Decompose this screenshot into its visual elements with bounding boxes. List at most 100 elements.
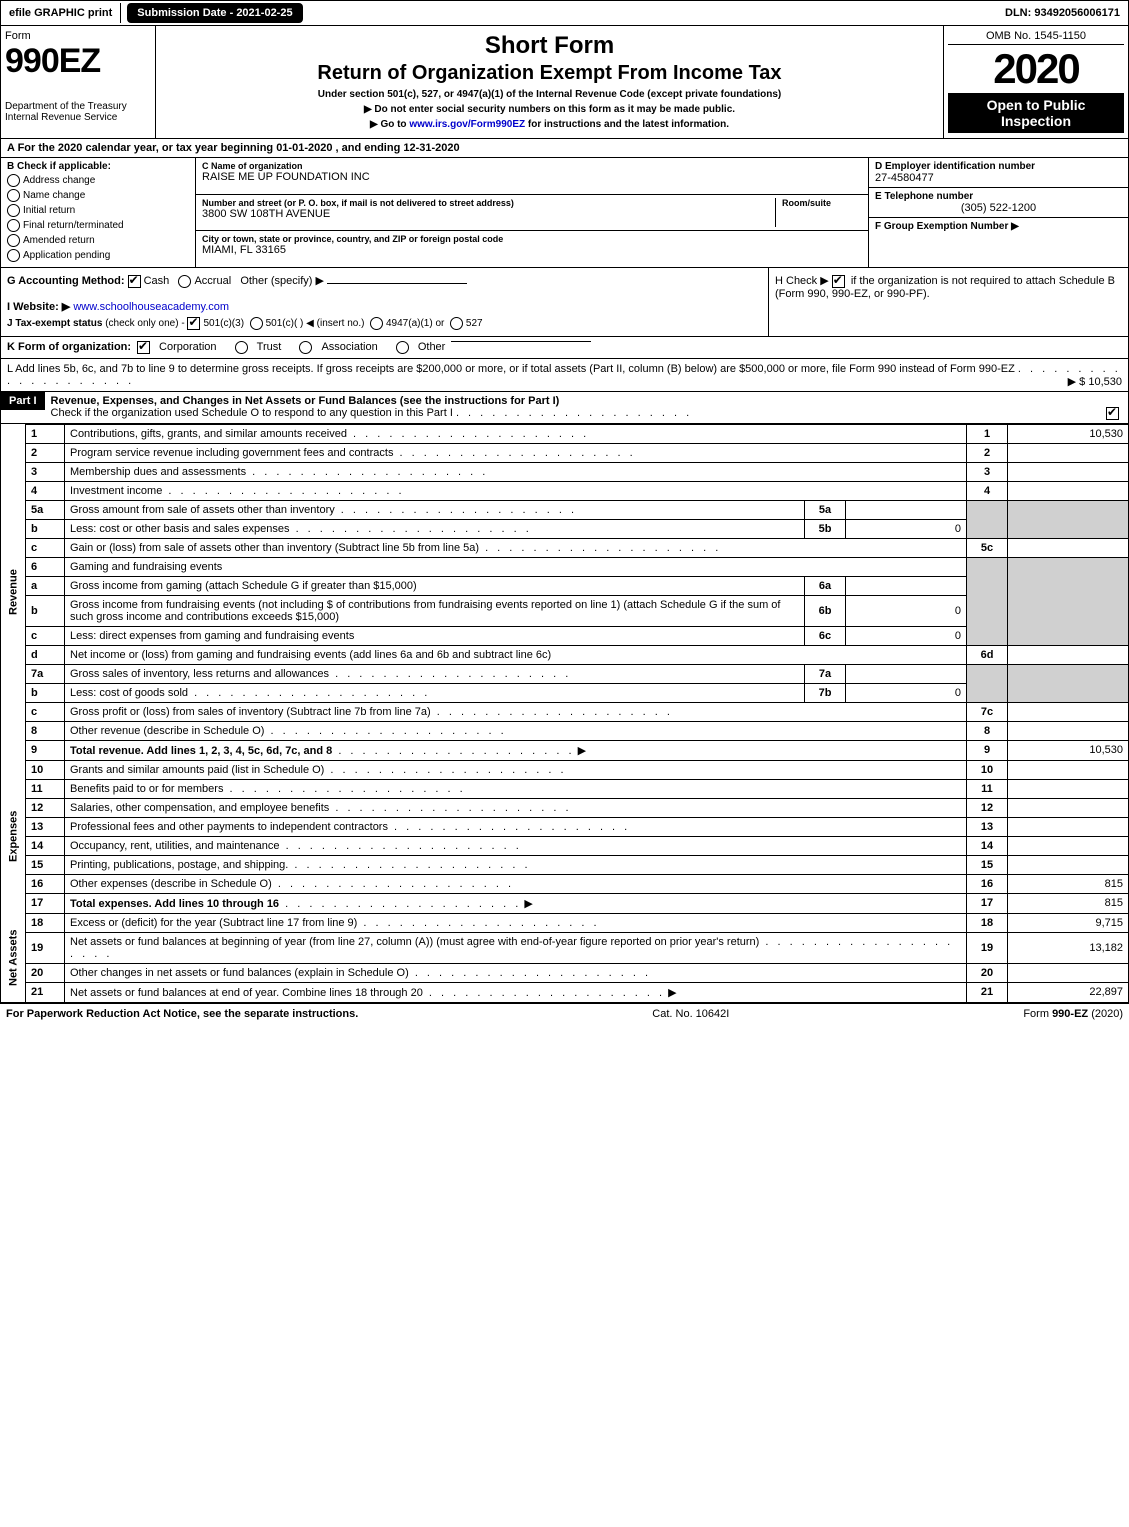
l17-val: 815	[1008, 893, 1129, 913]
chk-accrual[interactable]	[178, 275, 191, 288]
l12-val	[1008, 798, 1129, 817]
chk-final-return[interactable]: Final return/terminated	[7, 219, 189, 232]
l3-val	[1008, 462, 1129, 481]
phone-row: E Telephone number (305) 522-1200	[869, 188, 1128, 218]
g-h-row: G Accounting Method: Cash Accrual Other …	[0, 268, 1129, 337]
l9-val: 10,530	[1008, 740, 1129, 760]
footer-left: For Paperwork Reduction Act Notice, see …	[6, 1008, 358, 1020]
l19-desc: Net assets or fund balances at beginning…	[65, 932, 967, 963]
line-5a: 5a Gross amount from sale of assets othe…	[1, 500, 1129, 519]
l9-num: 9	[26, 740, 65, 760]
l1-box: 1	[967, 424, 1008, 443]
l17-num: 17	[26, 893, 65, 913]
chk-schedule-o[interactable]	[1106, 407, 1119, 420]
j-o2: 501(c)( )	[266, 318, 304, 329]
chk-other-org[interactable]	[396, 341, 409, 354]
tax-year: 2020	[948, 45, 1124, 93]
l5c-num: c	[26, 538, 65, 557]
l5b-num: b	[26, 519, 65, 538]
l21-val: 22,897	[1008, 982, 1129, 1002]
g-other-blank[interactable]	[327, 283, 467, 284]
l3-box: 3	[967, 462, 1008, 481]
l7a-num: 7a	[26, 664, 65, 683]
part1-check-note: Check if the organization used Schedule …	[51, 407, 453, 419]
city-row: City or town, state or province, country…	[196, 231, 868, 267]
l14-num: 14	[26, 836, 65, 855]
efile-bold: efile	[9, 7, 31, 19]
form-number: 990EZ	[5, 42, 151, 81]
j-o4: 527	[466, 318, 483, 329]
l7-grey-val	[1008, 664, 1129, 702]
footer-mid: Cat. No. 10642I	[358, 1008, 1023, 1020]
l6a-sb: 6a	[805, 576, 846, 595]
l-row: L Add lines 5b, 6c, and 7b to line 9 to …	[0, 359, 1129, 392]
l6d-desc: Net income or (loss) from gaming and fun…	[65, 645, 967, 664]
org-name: RAISE ME UP FOUNDATION INC	[202, 171, 862, 183]
g-accrual: Accrual	[194, 275, 231, 287]
chk-initial-return[interactable]: Initial return	[7, 204, 189, 217]
l11-desc: Benefits paid to or for members	[65, 779, 967, 798]
col-c: C Name of organization RAISE ME UP FOUND…	[196, 158, 868, 267]
chk-trust[interactable]	[235, 341, 248, 354]
l5b-desc: Less: cost or other basis and sales expe…	[65, 519, 805, 538]
part1-label: Part I	[1, 392, 45, 410]
l7-grey-box	[967, 664, 1008, 702]
l3-desc: Membership dues and assessments	[65, 462, 967, 481]
g-cash: Cash	[144, 275, 170, 287]
title-short-form: Short Form	[160, 32, 939, 60]
l7b-desc: Less: cost of goods sold	[65, 683, 805, 702]
chk-527[interactable]	[450, 317, 463, 330]
chk-h[interactable]	[832, 275, 845, 288]
chk-application-pending[interactable]: Application pending	[7, 249, 189, 262]
chk-4947[interactable]	[370, 317, 383, 330]
l6c-sb: 6c	[805, 626, 846, 645]
chk-assoc[interactable]	[299, 341, 312, 354]
open-line1: Open to Public	[987, 97, 1086, 113]
form-label: Form	[5, 30, 151, 42]
chk-corp[interactable]	[137, 341, 150, 354]
l13-desc: Professional fees and other payments to …	[65, 817, 967, 836]
chk-501c[interactable]	[250, 317, 263, 330]
chk-name-change[interactable]: Name change	[7, 189, 189, 202]
l16-box: 16	[967, 874, 1008, 893]
l10-box: 10	[967, 760, 1008, 779]
l4-num: 4	[26, 481, 65, 500]
k-label: K Form of organization:	[7, 341, 131, 353]
chk-amended-return[interactable]: Amended return	[7, 234, 189, 247]
l20-num: 20	[26, 963, 65, 982]
goto-prefix: ▶ Go to	[370, 119, 409, 130]
l16-val: 815	[1008, 874, 1129, 893]
g-label: G Accounting Method:	[7, 275, 125, 287]
chk-address-change[interactable]: Address change	[7, 174, 189, 187]
l1-num: 1	[26, 424, 65, 443]
g-other: Other (specify) ▶	[240, 275, 324, 287]
l2-desc-text: Program service revenue including govern…	[70, 447, 393, 459]
l6-desc: Gaming and fundraising events	[65, 557, 967, 576]
line-19: 19 Net assets or fund balances at beginn…	[1, 932, 1129, 963]
g-col: G Accounting Method: Cash Accrual Other …	[1, 268, 768, 336]
g-accounting: G Accounting Method: Cash Accrual Other …	[7, 274, 762, 288]
title-return: Return of Organization Exempt From Incom…	[160, 62, 939, 85]
ein-label: D Employer identification number	[875, 161, 1122, 172]
chk-501c3[interactable]	[187, 317, 200, 330]
k-other-blank[interactable]	[451, 341, 591, 342]
j-o3: 4947(a)(1) or	[386, 318, 444, 329]
l6c-desc: Less: direct expenses from gaming and fu…	[65, 626, 805, 645]
l7b-sv: 0	[846, 683, 967, 702]
l10-val	[1008, 760, 1129, 779]
l18-num: 18	[26, 913, 65, 932]
line-6d: d Net income or (loss) from gaming and f…	[1, 645, 1129, 664]
l6b-desc: Gross income from fundraising events (no…	[65, 595, 805, 626]
j-label: J Tax-exempt status	[7, 318, 102, 329]
website-link[interactable]: www.schoolhouseacademy.com	[73, 301, 229, 313]
chk-cash[interactable]	[128, 275, 141, 288]
irs-link[interactable]: www.irs.gov/Form990EZ	[409, 119, 525, 130]
l7b-sb: 7b	[805, 683, 846, 702]
l16-num: 16	[26, 874, 65, 893]
line-17: 17 Total expenses. Add lines 10 through …	[1, 893, 1129, 913]
line-5c: c Gain or (loss) from sale of assets oth…	[1, 538, 1129, 557]
l10-num: 10	[26, 760, 65, 779]
k-trust: Trust	[257, 341, 282, 353]
l9-desc-text: Total revenue. Add lines 1, 2, 3, 4, 5c,…	[70, 745, 332, 757]
h-col: H Check ▶ if the organization is not req…	[768, 268, 1128, 336]
